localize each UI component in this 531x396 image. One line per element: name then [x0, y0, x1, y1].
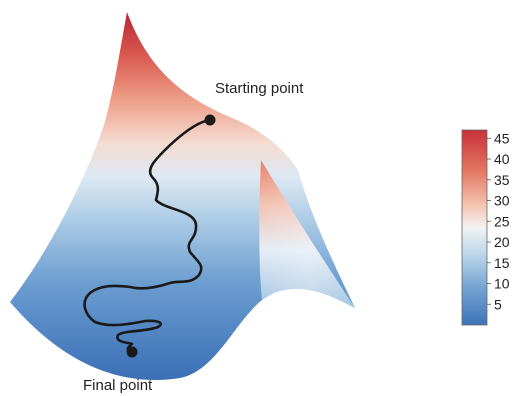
start-point-marker — [204, 114, 216, 126]
colorbar-tick-label: 45 — [494, 130, 510, 146]
colorbar-tick-label: 30 — [494, 193, 510, 209]
colorbar-tick-label: 15 — [494, 255, 510, 271]
start-point-label: Starting point — [215, 80, 304, 97]
colorbar-tick-label: 20 — [494, 234, 510, 250]
colorbar-tick-label: 10 — [494, 276, 510, 292]
colorbar-tick-label: 40 — [494, 151, 510, 167]
loss-surface — [10, 12, 355, 381]
colorbar: 45 40 35 30 25 20 15 10 5 — [461, 129, 510, 326]
final-point-label: Final point — [83, 377, 153, 394]
surface-main — [10, 12, 355, 381]
colorbar-tick-label: 35 — [494, 172, 510, 188]
colorbar-gradient — [461, 129, 488, 326]
optimization-path — [83, 118, 212, 354]
surface-ridge-highlight — [259, 160, 355, 308]
colorbar-tick-label: 25 — [494, 213, 510, 229]
colorbar-ticks: 45 40 35 30 25 20 15 10 5 — [487, 130, 510, 312]
colorbar-tick-label: 5 — [494, 296, 502, 312]
final-point-marker — [126, 346, 138, 358]
